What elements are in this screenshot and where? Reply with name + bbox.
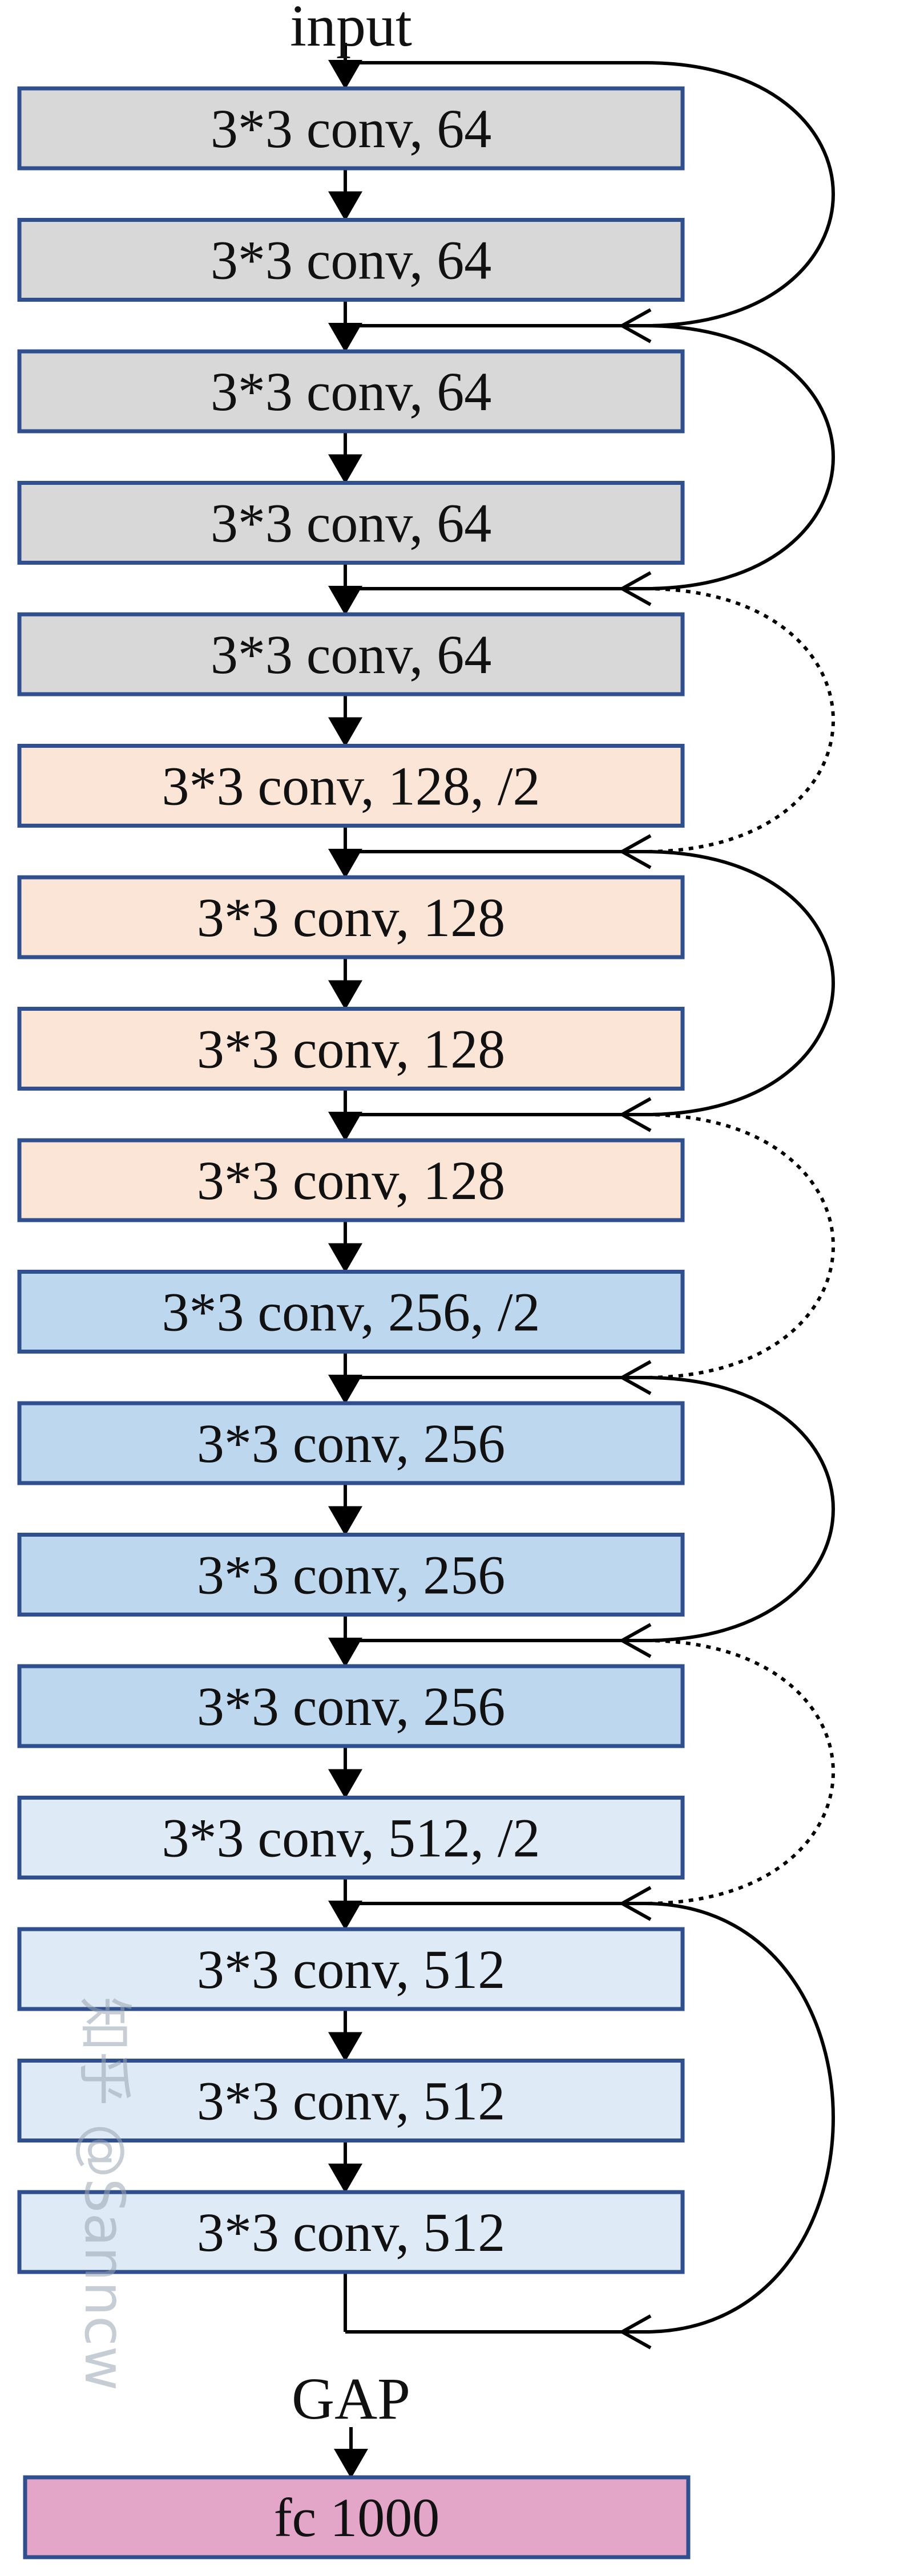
skip-curve (644, 1639, 835, 1905)
layer-box (17, 1401, 685, 1485)
input-arrow-head (328, 60, 362, 90)
skip-curve (644, 850, 835, 1116)
fc-box (23, 2475, 691, 2559)
skip-curve (644, 1902, 835, 2334)
layer-boxes: 3*3 conv, 64 3*3 conv, 64 3*3 conv, 64 3*3 … (17, 86, 691, 2559)
layer-label: 3*3 conv, 256 (197, 1545, 505, 1606)
skip-arrow-head (618, 1097, 652, 1132)
flow-arrow-head (328, 1901, 362, 1930)
flow-arrow-head (328, 191, 362, 221)
gap-label: GAP (292, 2366, 410, 2432)
flow-arrow-head (328, 454, 362, 484)
flow-arrow-head (328, 1112, 362, 1141)
gap-arrow-head (334, 2449, 368, 2478)
layer-label: 3*3 conv, 256, /2 (162, 1282, 540, 1343)
layer-label: 3*3 conv, 128 (197, 1150, 505, 1211)
layer-label: 3*3 conv, 64 (211, 493, 491, 554)
flow-arrows (328, 43, 368, 2478)
skip-arrow-head (618, 571, 652, 606)
layer-label: 3*3 conv, 512 (197, 1939, 505, 2000)
input-label: input (290, 0, 412, 59)
flow-arrow-head (328, 323, 362, 353)
layer-label: 3*3 conv, 256 (197, 1676, 505, 1737)
layer-box (17, 86, 685, 171)
skip-connection (345, 1902, 835, 2350)
layer-label: 3*3 conv, 128 (197, 1019, 505, 1080)
skip-curve (644, 587, 835, 853)
layer-box (17, 612, 685, 696)
layer-label: 3*3 conv, 128, /2 (162, 756, 540, 817)
skip-connections (345, 61, 835, 2350)
flow-arrow-head (328, 1638, 362, 1667)
layer-box (17, 1270, 685, 1354)
layer-box (17, 481, 685, 565)
layer-label: 3*3 conv, 512, /2 (162, 1808, 540, 1869)
flow-arrow-head (328, 717, 362, 747)
skip-arrow-head (618, 1623, 652, 1658)
skip-curve (644, 61, 835, 327)
layer-box (17, 1533, 685, 1617)
layer-label: 3*3 conv, 64 (211, 98, 491, 159)
layer-box (17, 1007, 685, 1091)
layer-box (17, 2190, 685, 2274)
skip-curve (644, 1113, 835, 1379)
layer-label: 3*3 conv, 64 (211, 230, 491, 291)
layer-box (17, 1138, 685, 1222)
skip-arrow-head (618, 2314, 652, 2350)
layer-label: 3*3 conv, 512 (197, 2202, 505, 2263)
layer-label: 3*3 conv, 512 (197, 2071, 505, 2132)
flow-arrow-head (328, 980, 362, 1010)
fc-label: fc 1000 (274, 2487, 440, 2548)
layer-box (17, 2059, 685, 2142)
skip-curve (644, 1376, 835, 1642)
layer-box (17, 349, 685, 434)
layer-label: 3*3 conv, 256 (197, 1413, 505, 1474)
layer-box (17, 1664, 685, 1748)
flow-arrow-head (328, 1243, 362, 1273)
layer-label: 3*3 conv, 128 (197, 887, 505, 948)
layer-label: 3*3 conv, 64 (211, 361, 491, 422)
layer-label: 3*3 conv, 64 (211, 624, 491, 685)
skip-curve (644, 324, 835, 590)
layer-box (17, 1927, 685, 2011)
flow-arrow-head (328, 1375, 362, 1404)
layer-box (17, 1796, 685, 1880)
flow-arrow-head (328, 2164, 362, 2193)
flow-arrow-head (328, 849, 362, 878)
layer-box (17, 218, 685, 302)
watermark: 知乎 @Sanncw (72, 1996, 136, 2391)
layer-box (17, 744, 685, 828)
layer-box (17, 875, 685, 959)
flow-arrow-head (328, 1506, 362, 1536)
flow-arrow-head (328, 1769, 362, 1799)
flow-arrow-head (328, 586, 362, 615)
flow-arrow-head (328, 2032, 362, 2062)
